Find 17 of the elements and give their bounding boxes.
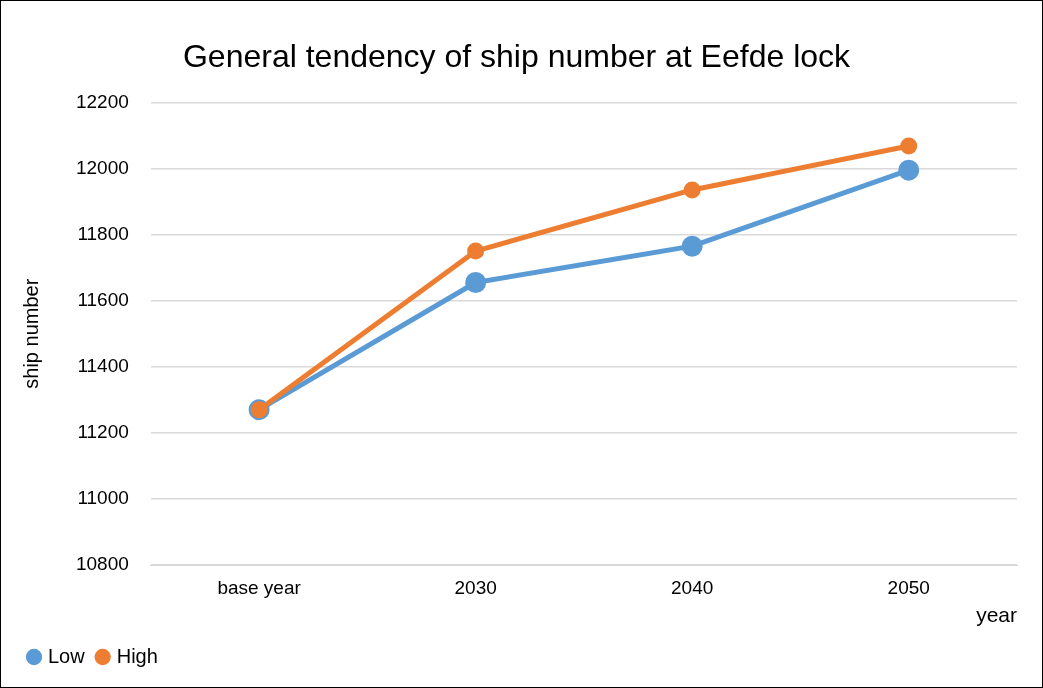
x-axis-title: year (976, 603, 1017, 627)
chart-title: General tendency of ship number at Eefde lock (182, 38, 852, 75)
legend-label: Low (48, 644, 86, 667)
y-tick-label: 10800 (75, 553, 129, 575)
y-tick-label: 11000 (77, 487, 129, 509)
x-tick-label: 2040 (671, 576, 714, 598)
y-tick-label: 11800 (77, 222, 129, 244)
y-tick-label: 11600 (77, 288, 129, 310)
x-tick-label: 2050 (887, 576, 930, 598)
y-axis-title: ship number (19, 278, 42, 389)
x-tick-label: base year (217, 576, 302, 598)
y-tick-label: 12000 (75, 156, 129, 178)
x-tick-label: 2030 (454, 576, 497, 598)
y-tick-label: 12200 (75, 90, 129, 112)
y-tick-label: 11400 (77, 354, 129, 376)
legend-label: High (116, 644, 158, 667)
y-tick-label: 11200 (77, 421, 129, 443)
